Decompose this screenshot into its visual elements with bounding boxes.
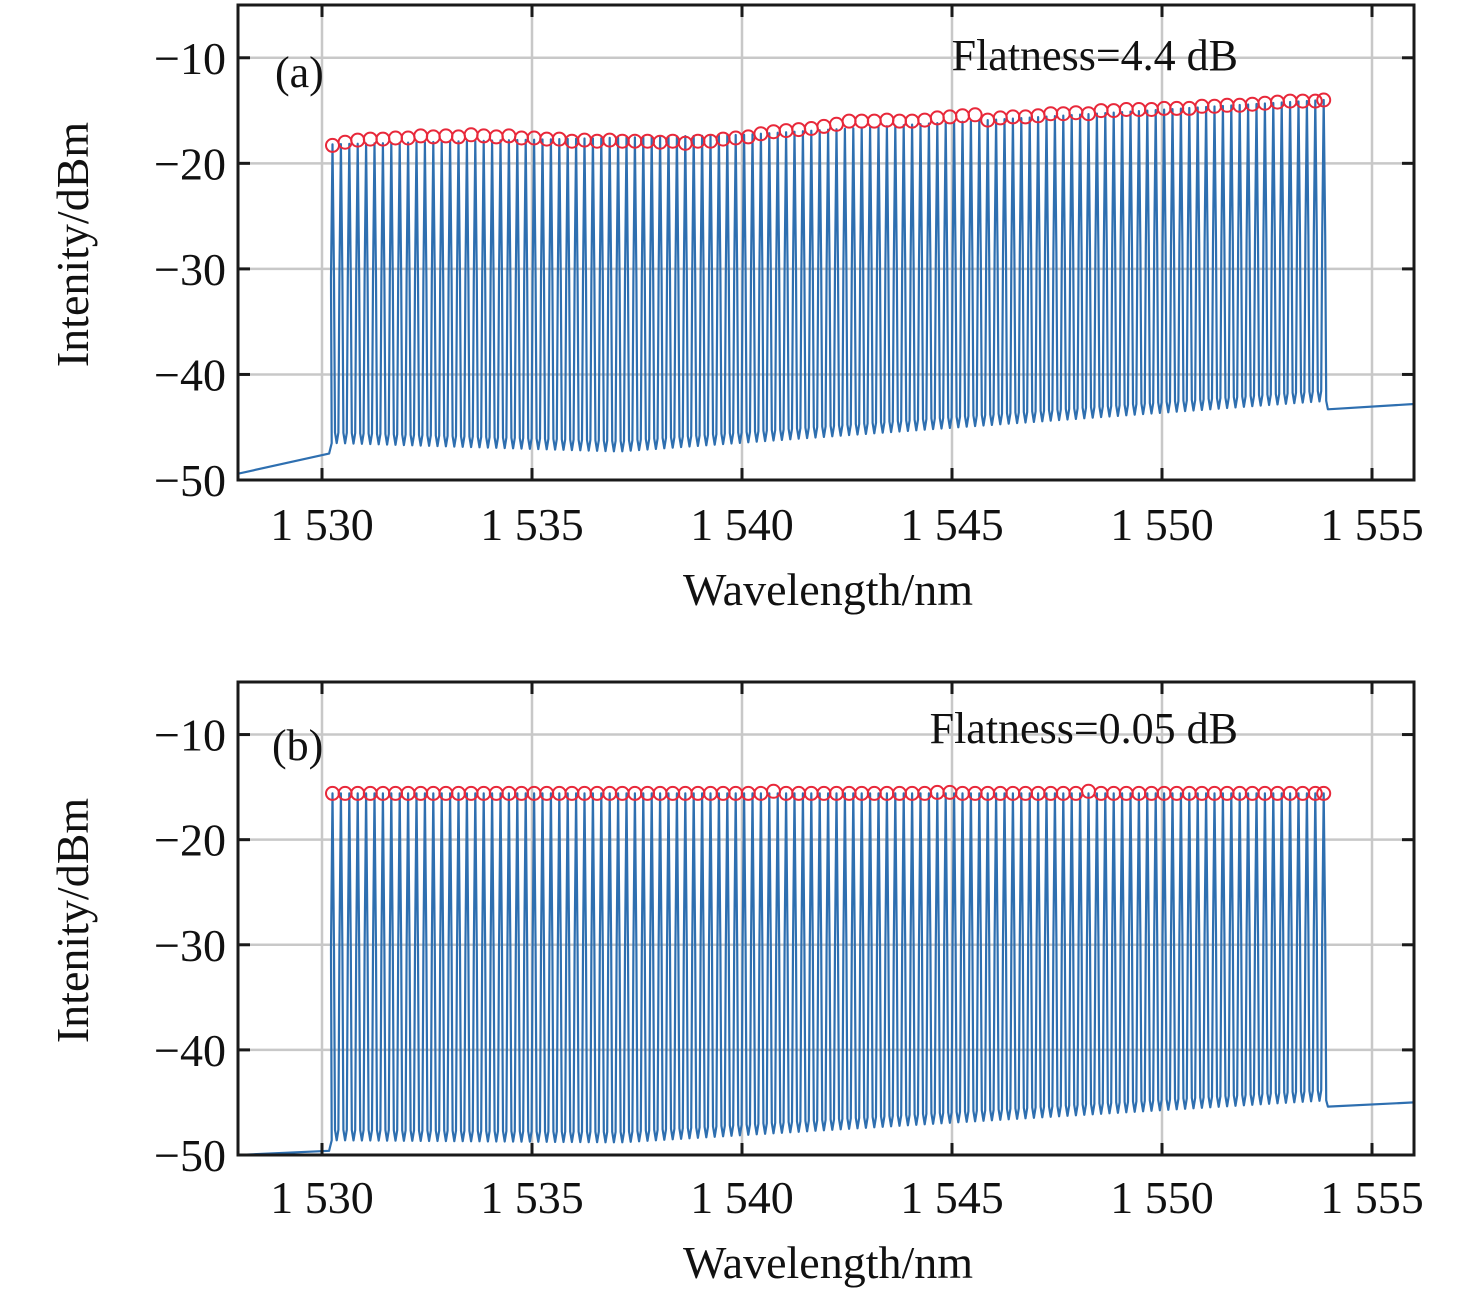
- y-tick-label: −30: [154, 920, 226, 971]
- y-tick-label: −20: [154, 138, 226, 189]
- panel-label: (b): [272, 721, 323, 770]
- flatness-annotation: Flatness=4.4 dB: [952, 31, 1238, 80]
- y-tick-label: −20: [154, 815, 226, 866]
- x-axis-title: Wavelength/nm: [683, 564, 973, 615]
- panel-label: (a): [275, 48, 324, 97]
- axes-frame: [236, 3, 1416, 482]
- axes-frame: [236, 680, 1416, 1157]
- peak-marker: [1316, 92, 1332, 108]
- peak-marker: [1307, 93, 1323, 109]
- y-tick-label: −50: [154, 1130, 226, 1181]
- y-axis-title: Intenity/dBm: [47, 122, 98, 368]
- peak-marker: [967, 107, 983, 123]
- spectrum-trace: [238, 98, 1414, 475]
- chart-panel-b: Flatness=0.05 dB (b) 1 530 1 535 1 540 1 545 1…: [47, 680, 1424, 1288]
- x-tick-label: 1 535: [480, 1172, 584, 1223]
- x-tick-label: 1 545: [900, 1172, 1004, 1223]
- x-tick-label: 1 555: [1320, 1172, 1424, 1223]
- y-axis-title: Intenity/dBm: [47, 798, 98, 1044]
- y-tick-label: −10: [154, 710, 226, 761]
- flatness-annotation: Flatness=0.05 dB: [930, 704, 1238, 753]
- x-tick-label: 1 540: [690, 1172, 794, 1223]
- y-tick-label: −10: [154, 33, 226, 84]
- x-tick-label: 1 535: [480, 499, 584, 550]
- y-tick-label: −30: [154, 244, 226, 295]
- x-axis-title: Wavelength/nm: [683, 1237, 973, 1288]
- y-tick-label: −40: [154, 349, 226, 400]
- x-tick-label: 1 545: [900, 499, 1004, 550]
- x-tick-label: 1 540: [690, 499, 794, 550]
- peak-marker: [1316, 785, 1332, 801]
- peak-marker: [1307, 785, 1323, 801]
- x-tick-label: 1 530: [270, 499, 374, 550]
- x-tick-label: 1 550: [1110, 1172, 1214, 1223]
- x-tick-label: 1 555: [1320, 499, 1424, 550]
- y-tick-label: −40: [154, 1025, 226, 1076]
- x-tick-label: 1 530: [270, 1172, 374, 1223]
- spectrum-trace: [238, 792, 1414, 1155]
- x-tick-label: 1 550: [1110, 499, 1214, 550]
- y-tick-label: −50: [154, 455, 226, 506]
- chart-panel-a: Flatness=4.4 dB (a) 1 530 1 535 1 540 1 545 1 …: [47, 3, 1424, 615]
